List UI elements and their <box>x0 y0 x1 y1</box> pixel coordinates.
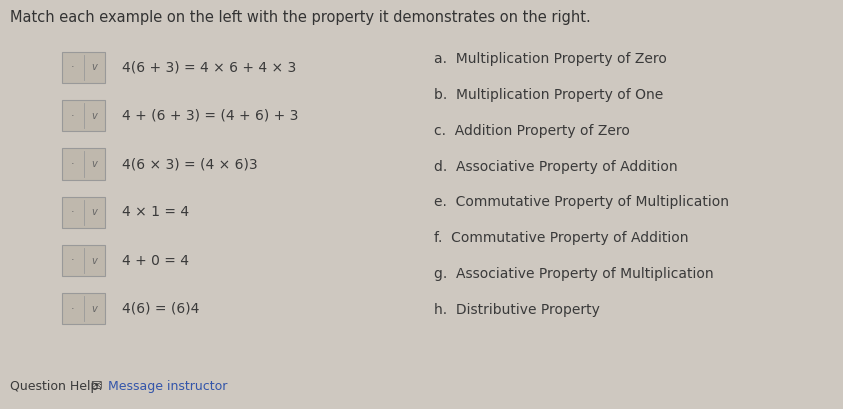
Text: Match each example on the left with the property it demonstrates on the right.: Match each example on the left with the … <box>10 10 591 25</box>
Text: ·: · <box>70 111 74 121</box>
Text: h.  Distributive Property: h. Distributive Property <box>434 303 600 317</box>
Text: Question Help:: Question Help: <box>10 380 103 393</box>
Text: 4(6) = (6)4: 4(6) = (6)4 <box>122 302 200 316</box>
Text: 4(6 + 3) = 4 × 6 + 4 × 3: 4(6 + 3) = 4 × 6 + 4 × 3 <box>122 61 297 74</box>
Text: Message instructor: Message instructor <box>108 380 228 393</box>
Text: ·: · <box>70 207 74 217</box>
Text: 4 + 0 = 4: 4 + 0 = 4 <box>122 254 189 267</box>
Text: v: v <box>91 111 97 121</box>
Text: a.  Multiplication Property of Zero: a. Multiplication Property of Zero <box>434 52 667 66</box>
Text: 4 × 1 = 4: 4 × 1 = 4 <box>122 205 190 219</box>
FancyBboxPatch shape <box>62 100 105 131</box>
FancyBboxPatch shape <box>62 293 105 324</box>
Text: ✉: ✉ <box>90 380 102 393</box>
Text: c.  Addition Property of Zero: c. Addition Property of Zero <box>434 124 630 138</box>
Text: v: v <box>91 304 97 314</box>
Text: b.  Multiplication Property of One: b. Multiplication Property of One <box>434 88 663 102</box>
FancyBboxPatch shape <box>62 52 105 83</box>
Text: ·: · <box>70 63 74 72</box>
Text: v: v <box>91 256 97 265</box>
Text: ·: · <box>70 159 74 169</box>
Text: v: v <box>91 63 97 72</box>
Text: 4(6 × 3) = (4 × 6)3: 4(6 × 3) = (4 × 6)3 <box>122 157 258 171</box>
FancyBboxPatch shape <box>62 245 105 276</box>
Text: g.  Associative Property of Multiplication: g. Associative Property of Multiplicatio… <box>434 267 714 281</box>
FancyBboxPatch shape <box>62 197 105 228</box>
Text: f.  Commutative Property of Addition: f. Commutative Property of Addition <box>434 231 689 245</box>
Text: ·: · <box>70 256 74 265</box>
Text: ·: · <box>70 304 74 314</box>
Text: e.  Commutative Property of Multiplication: e. Commutative Property of Multiplicatio… <box>434 196 729 209</box>
Text: 4 + (6 + 3) = (4 + 6) + 3: 4 + (6 + 3) = (4 + 6) + 3 <box>122 109 298 123</box>
Text: v: v <box>91 159 97 169</box>
Text: v: v <box>91 207 97 217</box>
Text: d.  Associative Property of Addition: d. Associative Property of Addition <box>434 160 678 174</box>
FancyBboxPatch shape <box>62 148 105 180</box>
